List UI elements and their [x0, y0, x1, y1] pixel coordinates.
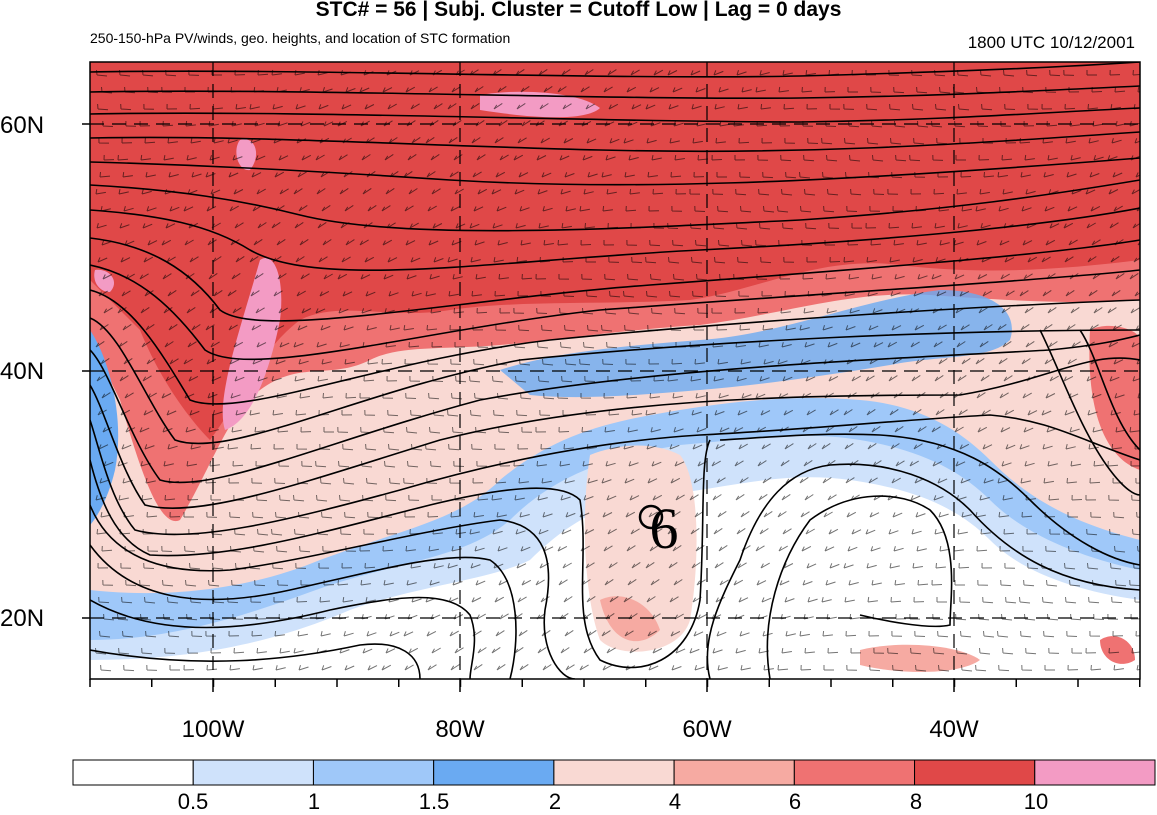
lon-label-40w: 40W [929, 716, 979, 743]
colorbar-label: 1.5 [418, 789, 450, 814]
colorbar-label: 6 [788, 789, 802, 814]
colorbar-swatch [1034, 759, 1156, 786]
colorbar-swatch [673, 759, 795, 786]
colorbar-swatch [312, 759, 435, 786]
colorbar-label: 1 [307, 789, 321, 814]
colorbar-swatch [192, 759, 314, 786]
colorbar-label: 2 [548, 789, 562, 814]
colorbar-swatch [553, 759, 675, 786]
lat-label-40n: 40N [0, 358, 45, 385]
gridlines [90, 62, 1140, 679]
pv-field [90, 62, 1140, 679]
colorbar-label: 4 [668, 789, 682, 814]
colorbar-swatch [72, 759, 194, 786]
lon-label-100w: 100W [181, 716, 245, 743]
lon-label-80w: 80W [435, 716, 485, 743]
lat-label-20n: 20N [0, 605, 45, 632]
colorbar-label: 10 [1023, 789, 1049, 814]
colorbar-swatch [433, 759, 555, 786]
lon-label-60w: 60W [682, 716, 732, 743]
storm-number-label: 6 [650, 496, 679, 561]
colorbar-swatch [914, 759, 1036, 786]
map-title: STC# = 56 | Subj. Cluster = Cutoff Low |… [315, 0, 842, 21]
tropical-cyclone-symbol [638, 504, 664, 530]
valid-time: 1800 UTC 10/12/2001 [967, 33, 1135, 52]
colorbar [72, 759, 1156, 786]
lat-label-60n: 60N [0, 112, 45, 139]
height-contours [90, 62, 1140, 679]
axis-ticks [82, 123, 1141, 692]
colorbar-label: 8 [909, 789, 923, 814]
colorbar-label: 0.5 [177, 789, 209, 814]
wind-barbs [95, 68, 1140, 672]
colorbar-swatch [793, 759, 916, 786]
map-subtitle: 250-150-hPa PV/winds, geo. heights, and … [90, 30, 511, 46]
